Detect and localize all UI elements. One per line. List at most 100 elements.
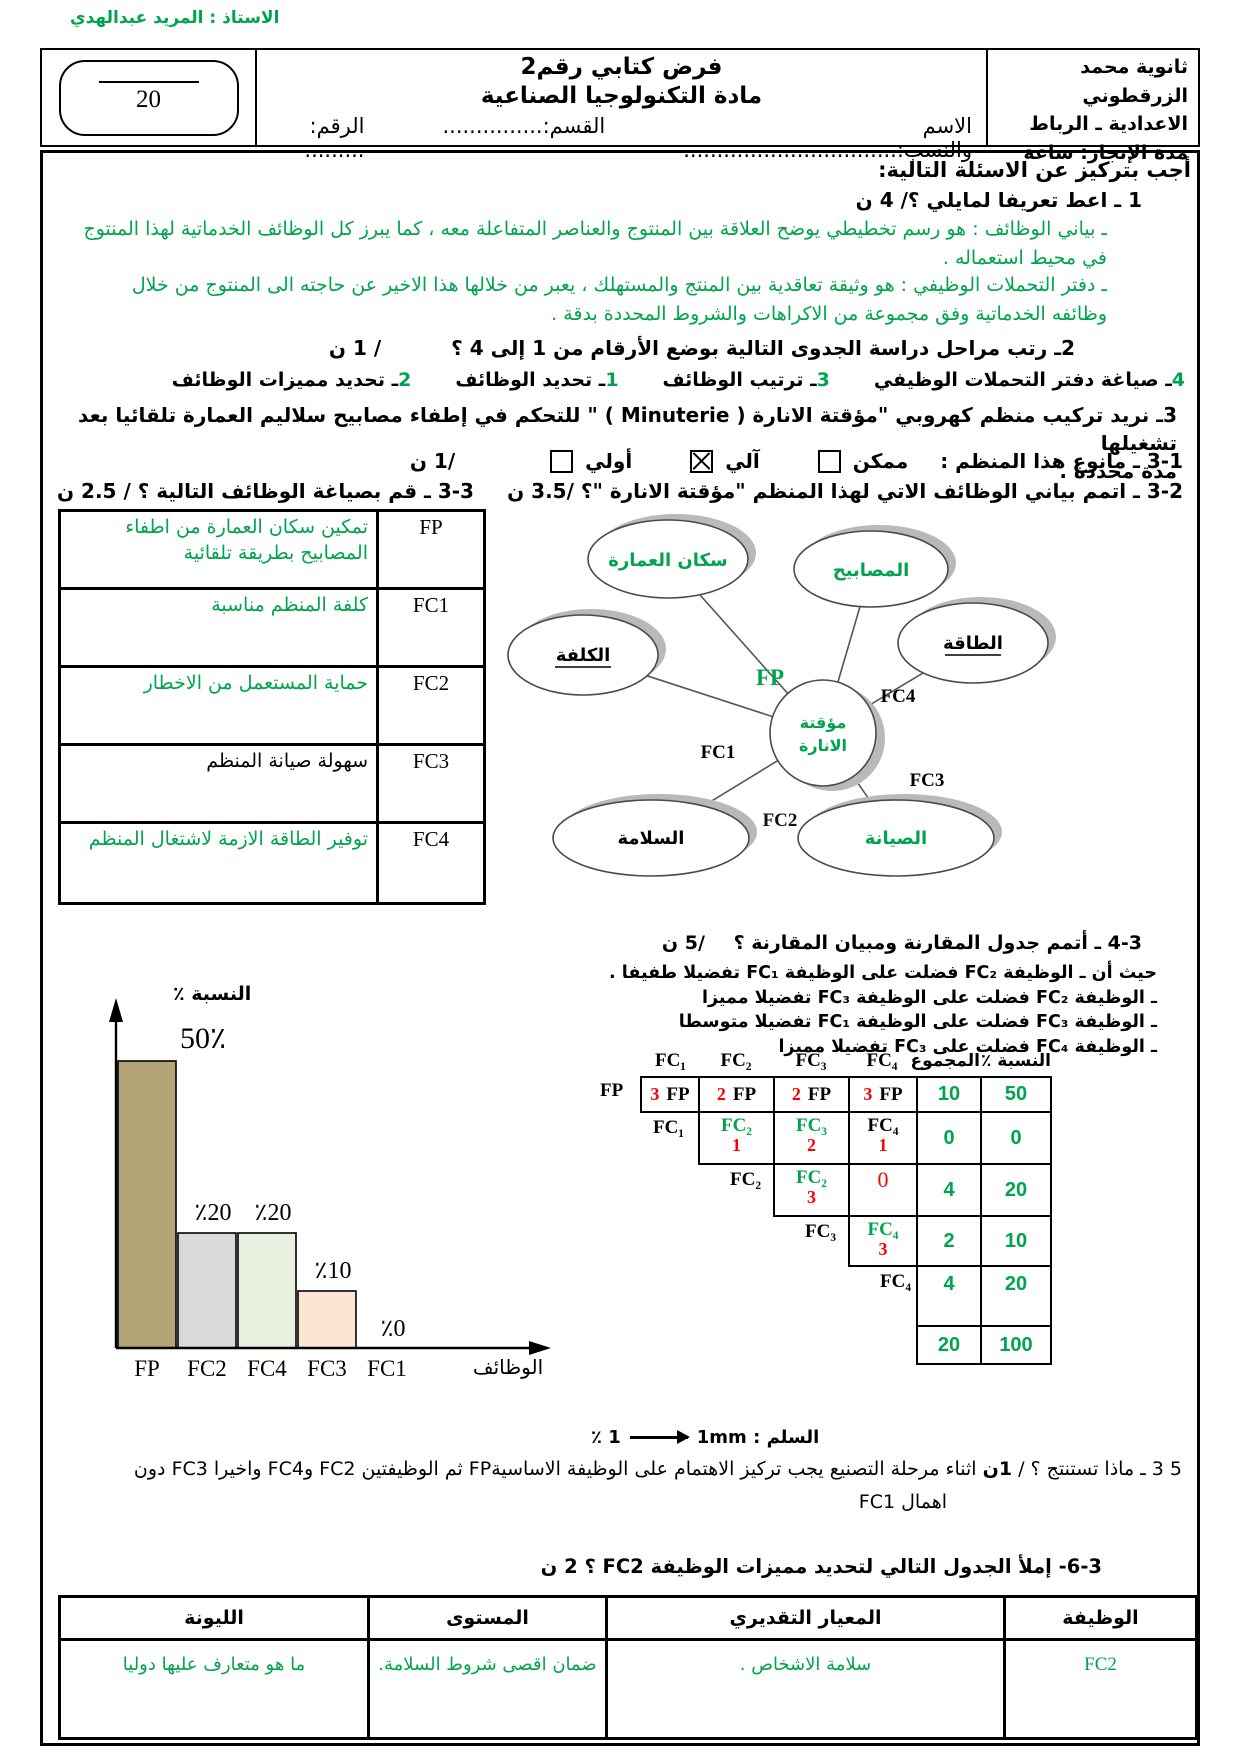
x-tick-fc4: FC4: [247, 1356, 287, 1381]
node-cost-label: الكلفة: [556, 645, 611, 666]
matrix-cell-fc1-fc2[interactable]: FC₂ 1: [698, 1111, 775, 1165]
ordering-number[interactable]: 1: [605, 369, 619, 391]
student-number-field[interactable]: الرقم: .........: [304, 113, 365, 162]
ordering-number[interactable]: 4: [1171, 369, 1185, 391]
matrix-cell-fc2-fc3[interactable]: FC₂ 3: [773, 1163, 850, 1217]
matrix-cell-fc2-sum[interactable]: 4: [916, 1163, 982, 1217]
cell-pct: 50: [1004, 1083, 1028, 1105]
grade-blank-line[interactable]: [98, 81, 199, 83]
matrix-cell-fp-pct[interactable]: 50: [980, 1076, 1052, 1113]
ordering-number[interactable]: 3: [816, 369, 830, 391]
bar-label-fc2-value: ٪20: [195, 1200, 232, 1226]
fc1-answer[interactable]: كلفة المنظم مناسبة: [61, 590, 379, 665]
matrix-row-label-fc3: FC₃: [805, 1221, 837, 1242]
header-function: الوظيفة: [1003, 1598, 1195, 1638]
matrix-cell-fc2-fc4[interactable]: 0: [848, 1163, 918, 1217]
fc3-answer[interactable]: سهولة صيانة المنظم: [61, 746, 379, 821]
functions-formulation-table: تمكين سكان العمارة من اطفاء المصابيح بطر…: [58, 509, 486, 905]
matrix-cell-total-pct[interactable]: 100: [980, 1325, 1052, 1365]
matrix-cell-fp-sum[interactable]: 10: [916, 1076, 982, 1113]
cell-pct: 10: [1004, 1229, 1028, 1252]
node-energy[interactable]: [897, 602, 1049, 684]
matrix-cell-fp-fc1[interactable]: FP 3: [640, 1076, 700, 1113]
checkbox-possible[interactable]: [817, 449, 841, 473]
functions-diagram: سكان العمارة المصابيح الطاقة الكلفة السل…: [507, 514, 1056, 877]
matrix-cell-total-sum[interactable]: 20: [916, 1325, 982, 1365]
edge-fc2-label: FC2: [763, 810, 798, 831]
cell-winner: FP: [879, 1083, 903, 1105]
student-name-field[interactable]: الاسم والنسب:...........................…: [683, 113, 972, 162]
ordering-item[interactable]: 2ـ تحديد مميزات الوظائف: [172, 369, 412, 391]
question-3-4-title: 4-3 ـ أتمم جدول المقارنة ومبيان المقارنة…: [662, 932, 1142, 954]
cell-zero: 0: [877, 1167, 889, 1192]
bar-fc2[interactable]: [177, 1232, 237, 1349]
matrix-cell-fc3-sum[interactable]: 2: [916, 1215, 982, 1267]
matrix-cell-fc1-fc3[interactable]: FC₃ 2: [773, 1111, 850, 1165]
matrix-cell-fp-fc2[interactable]: FP 2: [698, 1076, 775, 1113]
matrix-cell-fp-fc3[interactable]: FP 2: [773, 1076, 850, 1113]
chart-axes: [114, 1018, 535, 1350]
cell-pct: 0: [1010, 1126, 1022, 1149]
value-flexibility[interactable]: ما هو متعارف عليها دوليا: [122, 1654, 306, 1675]
fc2-answer[interactable]: حماية المستعمل من الاخطار: [61, 668, 379, 743]
question-3-2-3-3-row: 3-2 ـ اتمم بياني الوظائف الاتي لهذا المن…: [57, 479, 1183, 503]
node-center-product[interactable]: [769, 679, 877, 787]
bar-label-fc4-value: ٪20: [255, 1200, 292, 1226]
fc4-answer[interactable]: توفير الطاقة الازمة لاشتغال المنظم: [61, 824, 379, 902]
table-row-fc3: سهولة صيانة المنظم FC3: [61, 746, 483, 824]
bar-fp[interactable]: [117, 1060, 177, 1349]
cell-weight: 2: [716, 1084, 726, 1104]
question-3-4-text: 4-3 ـ أتمم جدول المقارنة ومبيان المقارنة…: [733, 932, 1142, 954]
node-cost[interactable]: [507, 614, 659, 696]
question-3-1-row: 3-1 ـ مانوع هذا المنظم : ممكن آلي أولي /…: [410, 449, 1183, 473]
value-criterion[interactable]: سلامة الاشخاص .: [605, 1641, 1003, 1737]
bar-fc3[interactable]: [297, 1290, 357, 1349]
edge-fc1-label: FC1: [701, 742, 736, 763]
matrix-cell-fc2-pct[interactable]: 20: [980, 1163, 1052, 1217]
value-level[interactable]: ضمان اقصى شروط السلامة.: [367, 1641, 605, 1737]
student-class-field[interactable]: القسم:...............: [442, 113, 606, 138]
bar-label-fc1-value: ٪0: [381, 1316, 406, 1342]
matrix-cell-fp-fc4[interactable]: FP 3: [848, 1076, 918, 1113]
matrix-cell-fc1-fc4[interactable]: FC₄ 1: [848, 1111, 918, 1165]
cell-sum: 2: [943, 1229, 955, 1252]
cell-winner: FP: [666, 1083, 690, 1105]
condition-3: ـ الوظيفة FC₃ فضلت على الوظيفة FC₁ تفضيل…: [678, 1012, 1157, 1032]
school-name-line1: ثانوية محمد الزرقطوني: [1080, 56, 1188, 107]
checkbox-primary[interactable]: [550, 449, 574, 473]
matrix-row-label-fp: FP: [600, 1080, 624, 1101]
node-safety[interactable]: [552, 799, 750, 877]
scale-mm-label: 1mm : السلم: [696, 1427, 820, 1448]
grade-total: 20: [136, 86, 161, 113]
instructions-line: أجب بتركيز عن الاسئلة التالية:: [878, 158, 1191, 182]
fc3-code: FC3: [412, 749, 450, 773]
ordering-item[interactable]: 1ـ تحديد الوظائف: [455, 369, 618, 391]
node-residents[interactable]: [587, 519, 749, 599]
cell-weight: 3: [878, 1238, 888, 1259]
cell-winner: FP: [807, 1083, 832, 1105]
ellipse-nodes: [507, 519, 1049, 877]
ordering-number[interactable]: 2: [398, 369, 412, 391]
question-3-4-score: /5 ن: [661, 932, 705, 954]
matrix-header-sum: المجموع: [910, 1051, 980, 1071]
matrix-header-pct: النسبة ٪: [981, 1051, 1051, 1071]
question-3-intro: 3ـ نريد تركيب منظم كهروبي "مؤقتة الانارة…: [52, 401, 1177, 485]
bar-fc4[interactable]: [237, 1232, 297, 1349]
ordering-label: ـ ترتيب الوظائف: [662, 369, 817, 391]
matrix-header-fc1: FC₁: [654, 1050, 687, 1071]
node-maintenance[interactable]: [797, 799, 995, 877]
node-lamps[interactable]: [793, 530, 949, 608]
ordering-item[interactable]: 4ـ صياغة دفتر التحملات الوظيفي: [874, 369, 1185, 391]
matrix-cell-fc4-sum[interactable]: 4: [916, 1265, 982, 1327]
matrix-cell-fc3-fc4[interactable]: FC₄ 3: [848, 1215, 918, 1267]
value-function[interactable]: FC2: [1003, 1641, 1195, 1737]
school-info-cell: ثانوية محمد الزرقطوني الاعدادية ـ الرباط…: [986, 50, 1198, 164]
checkbox-automatic-checked[interactable]: [690, 449, 714, 473]
matrix-cell-fc4-pct[interactable]: 20: [980, 1265, 1052, 1327]
ordering-item[interactable]: 3ـ ترتيب الوظائف: [663, 369, 830, 391]
matrix-cell-fc1-sum[interactable]: 0: [916, 1111, 982, 1165]
matrix-cell-fc1-pct[interactable]: 0: [980, 1111, 1052, 1165]
matrix-cell-fc3-pct[interactable]: 10: [980, 1215, 1052, 1267]
fp-answer[interactable]: تمكين سكان العمارة من اطفاء المصابيح بطر…: [61, 512, 379, 587]
cell-pct: 100: [999, 1333, 1033, 1356]
